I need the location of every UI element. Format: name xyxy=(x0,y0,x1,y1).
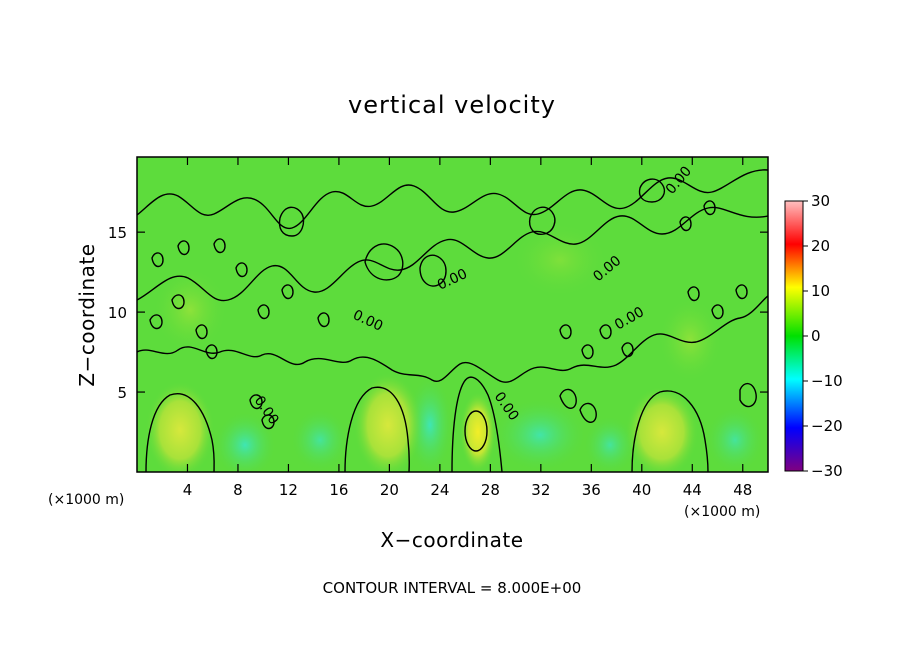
x-axis-label: X−coordinate xyxy=(380,528,523,552)
y-axis-label: Z−coordinate xyxy=(75,243,99,386)
x-tick-label: 32 xyxy=(531,481,550,499)
colorbar-tick-label: 30 xyxy=(811,192,830,210)
x-tick-label: 40 xyxy=(632,481,651,499)
plot-area: 0.00 0.00 0.00 0.00 0.00 0.00 0.00 xyxy=(136,156,769,473)
colorbar-tick-label: 20 xyxy=(811,237,830,255)
x-axis-unit-right: (×1000 m) xyxy=(684,504,760,520)
x-axis-unit-left: (×1000 m) xyxy=(48,492,124,508)
y-tick-label: 10 xyxy=(108,304,127,322)
x-tick-label: 48 xyxy=(733,481,752,499)
plot-frame xyxy=(136,156,769,473)
colorbar-scale xyxy=(784,200,804,472)
x-tick-label: 8 xyxy=(233,481,243,499)
y-axis: 5 10 15 xyxy=(108,224,768,402)
x-tick-label: 44 xyxy=(683,481,702,499)
x-tick-label: 20 xyxy=(380,481,399,499)
colorbar-tick-label: 10 xyxy=(811,282,830,300)
x-tick-label: 4 xyxy=(183,481,193,499)
contour-interval-note: CONTOUR INTERVAL = 8.000E+00 xyxy=(323,579,582,597)
colorbar-tick-label: −10 xyxy=(811,372,843,390)
colorbar-tick-label: 0 xyxy=(811,327,821,345)
colorbar-ticks: 30 20 10 0 −10 −20 −30 xyxy=(803,192,843,480)
chart-title: vertical velocity xyxy=(348,91,556,119)
x-axis: 4 8 12 16 20 24 28 32 36 40 44 48 xyxy=(183,157,752,499)
x-tick-label: 12 xyxy=(279,481,298,499)
colorbar-tick-label: −20 xyxy=(811,417,843,435)
x-tick-label: 24 xyxy=(430,481,449,499)
x-tick-label: 28 xyxy=(481,481,500,499)
contour-lines xyxy=(137,169,768,472)
colorbar-tick-label: −30 xyxy=(811,462,843,480)
x-tick-label: 36 xyxy=(582,481,601,499)
y-tick-label: 5 xyxy=(117,384,127,402)
y-tick-label: 15 xyxy=(108,224,127,242)
x-tick-label: 16 xyxy=(329,481,348,499)
colorbar: 30 20 10 0 −10 −20 −30 xyxy=(784,192,843,480)
velocity-shading xyxy=(146,225,763,472)
